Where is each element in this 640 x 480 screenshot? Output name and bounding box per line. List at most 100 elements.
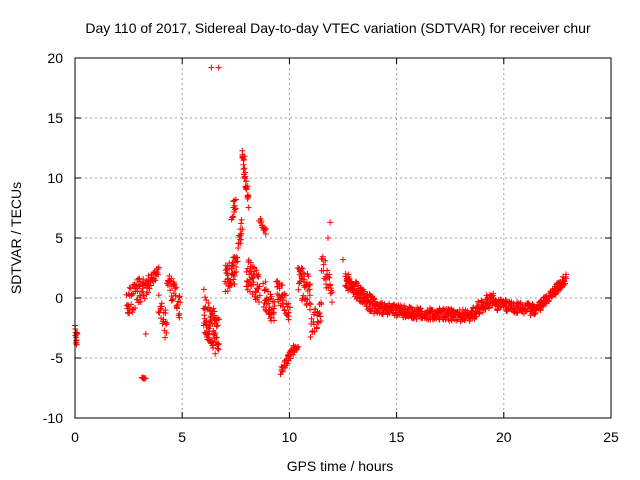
data-point [479, 309, 486, 316]
data-point [158, 300, 165, 307]
data-point [261, 225, 268, 232]
data-point [284, 360, 291, 367]
data-point [249, 275, 256, 282]
data-point [317, 318, 324, 325]
data-point [205, 304, 212, 311]
data-point [152, 277, 159, 284]
data-point [137, 298, 144, 305]
data-point [270, 310, 277, 317]
data-point [295, 343, 302, 350]
data-point [150, 276, 157, 283]
data-point [230, 262, 237, 269]
data-point [562, 275, 569, 282]
data-point [261, 287, 268, 294]
data-point [528, 307, 535, 314]
x-tick-label: 20 [496, 429, 512, 445]
data-point [172, 285, 179, 292]
data-point [240, 166, 247, 173]
data-point [271, 302, 278, 309]
data-point [155, 264, 162, 271]
data-point [280, 297, 287, 304]
data-point [300, 270, 307, 277]
data-points [72, 64, 570, 382]
data-point [271, 317, 278, 324]
data-point [300, 276, 307, 283]
data-point [241, 165, 248, 172]
data-point [169, 297, 176, 304]
data-point [207, 314, 214, 321]
data-point [285, 300, 292, 307]
data-point [231, 202, 238, 209]
data-point [139, 374, 146, 381]
data-point [475, 300, 482, 307]
data-point [314, 318, 321, 325]
data-point [155, 292, 162, 299]
data-point [222, 267, 229, 274]
data-point [212, 350, 219, 357]
data-point [308, 315, 315, 322]
data-point [306, 281, 313, 288]
grid [75, 58, 611, 418]
data-point [453, 317, 460, 324]
data-point [439, 306, 446, 313]
data-point [140, 285, 147, 292]
x-tick-label: 15 [389, 429, 405, 445]
data-point [238, 230, 245, 237]
data-point [126, 310, 133, 317]
data-point [126, 284, 133, 291]
data-point [307, 334, 314, 341]
data-point [231, 281, 238, 288]
data-point [494, 307, 501, 314]
data-point [238, 216, 245, 223]
data-point [488, 293, 495, 300]
data-point [141, 295, 148, 302]
data-point [476, 306, 483, 313]
data-point [163, 321, 170, 328]
data-point [255, 285, 262, 292]
data-point [298, 264, 305, 271]
data-point [146, 285, 153, 292]
data-point [295, 286, 302, 293]
data-point [287, 355, 294, 362]
data-point [328, 289, 335, 296]
data-point [310, 321, 317, 328]
data-point [246, 267, 253, 274]
data-point [238, 220, 245, 227]
data-point [210, 305, 217, 312]
data-point [346, 275, 353, 282]
data-point [324, 235, 331, 241]
data-point [340, 256, 346, 263]
data-point [386, 300, 393, 307]
data-point [139, 288, 146, 295]
y-tick-label: 20 [47, 50, 63, 66]
data-point [215, 346, 222, 353]
data-point [327, 290, 334, 297]
data-point [293, 344, 300, 351]
data-point [278, 367, 285, 374]
data-point [229, 214, 236, 221]
y-axis-label: SDTVAR / TECUs [8, 182, 24, 294]
data-point [209, 339, 216, 346]
data-point [279, 281, 286, 288]
data-point [239, 226, 246, 233]
data-point [234, 258, 241, 265]
data-point [305, 273, 312, 280]
x-axis: 0 5 10 15 20 25 [71, 58, 619, 445]
data-point [227, 277, 234, 284]
x-tick-label: 10 [282, 429, 298, 445]
data-point [306, 286, 313, 293]
data-point [155, 271, 162, 278]
data-point [234, 254, 241, 261]
data-point [176, 293, 183, 300]
x-tick-label: 0 [71, 429, 79, 445]
data-point [285, 309, 292, 316]
data-point [213, 334, 220, 341]
data-point [128, 301, 135, 308]
data-point [554, 288, 561, 295]
data-point [213, 323, 220, 330]
data-point [290, 351, 297, 358]
data-point [162, 334, 169, 341]
data-point [208, 64, 215, 71]
data-point [176, 314, 183, 321]
data-point [482, 306, 489, 313]
